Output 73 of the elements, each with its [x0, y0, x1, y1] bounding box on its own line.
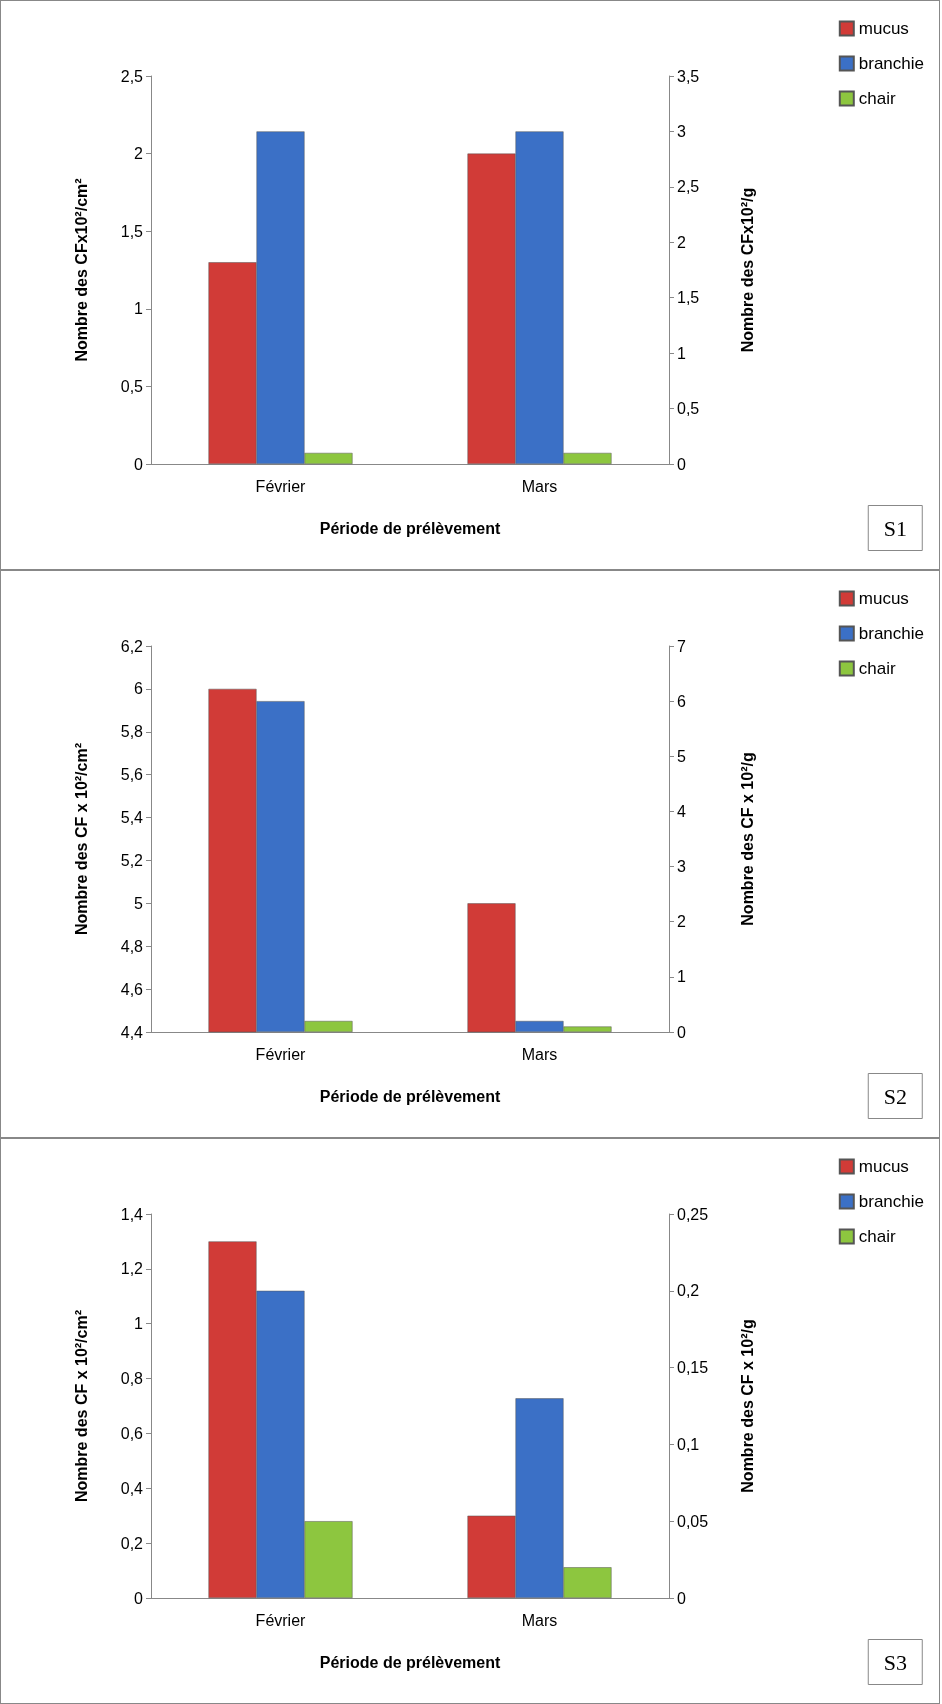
y2-tick-label: 1,5	[677, 289, 700, 307]
y2-tick-label: 0,1	[677, 1435, 700, 1453]
legend-label: branchie	[858, 624, 925, 643]
y2-tick-label: 2	[677, 233, 686, 251]
y2-tick-label: 7	[677, 637, 686, 655]
y2-tick-label: 0,5	[677, 400, 700, 418]
text: S3	[883, 1649, 908, 1675]
legend-label: chair	[858, 89, 896, 108]
y-tick-label: 2	[134, 145, 144, 163]
y-tick-label: 5,8	[120, 723, 144, 741]
y-tick-label: 5	[134, 894, 144, 912]
x-axis-title: Période de prélèvement	[319, 519, 501, 537]
y2-tick-label: 0,05	[677, 1512, 709, 1530]
y-tick-label: 5,2	[120, 851, 144, 869]
y-tick-label: 2,5	[120, 67, 144, 85]
y-tick-label: 6	[134, 680, 144, 698]
y2-tick-label: 0	[677, 1023, 686, 1041]
y-tick-label: 4,4	[120, 1023, 144, 1041]
y-tick-label: 0	[134, 1589, 144, 1607]
y2-tick-label: 3,5	[677, 67, 700, 85]
y-tick-label: 0,8	[120, 1370, 144, 1388]
y2-tick-label: 1	[677, 968, 686, 986]
x-axis-title: Période de prélèvement	[319, 1653, 501, 1671]
y-axis-title: Nombre des CF x 10²/cm²	[72, 742, 90, 936]
y2-tick-label: 6	[677, 692, 686, 710]
y-tick-label: 0,4	[120, 1479, 144, 1497]
legend-label: mucus	[858, 589, 909, 608]
y-tick-label: 1	[134, 300, 144, 318]
y-tick-label: 1,4	[120, 1205, 144, 1223]
y2-tick-label: 0,25	[677, 1205, 709, 1223]
y-axis-title: Nombre des CFx10²/cm²	[72, 178, 90, 362]
text: S1	[883, 515, 908, 541]
y2-tick-label: 1	[677, 344, 686, 362]
legend-label: branchie	[858, 54, 925, 73]
y-tick-label: 5,4	[120, 809, 144, 827]
y-tick-label: 0	[134, 455, 144, 473]
y-tick-label: 4,8	[120, 937, 144, 955]
y-tick-label: 0,6	[120, 1424, 144, 1442]
text: S2	[883, 1083, 908, 1109]
x-tick-label: Mars	[521, 1611, 558, 1629]
y2-tick-label: 2,5	[677, 178, 700, 196]
y2-tick-label: 5	[677, 747, 686, 765]
y-tick-label: 1,2	[120, 1260, 144, 1278]
y2-axis-title: Nombre des CF x 10²/g	[738, 1319, 756, 1493]
y-tick-label: 1	[134, 1315, 144, 1333]
legend-label: chair	[858, 659, 896, 678]
y2-tick-label: 0,2	[677, 1282, 700, 1300]
y2-tick-label: 3	[677, 122, 686, 140]
y2-tick-label: 2	[677, 913, 686, 931]
x-tick-label: Février	[255, 477, 307, 495]
legend-label: chair	[858, 1227, 896, 1246]
legend-label: mucus	[858, 1157, 909, 1176]
y-tick-label: 6,2	[120, 637, 144, 655]
y-tick-label: 5,6	[120, 766, 144, 784]
y2-axis-title: Nombre des CF x 10²/g	[738, 752, 756, 926]
x-tick-label: Mars	[521, 1045, 558, 1063]
legend-label: branchie	[858, 1192, 925, 1211]
y2-tick-label: 3	[677, 858, 686, 876]
y2-tick-label: 0	[677, 1589, 686, 1607]
x-tick-label: Février	[255, 1611, 307, 1629]
y2-tick-label: 4	[677, 802, 686, 820]
y-tick-label: 1,5	[120, 222, 144, 240]
x-axis-title: Période de prélèvement	[319, 1087, 501, 1105]
y2-axis-title: Nombre des CFx10²/g	[738, 187, 756, 353]
y-axis-title: Nombre des CF x 10²/cm²	[72, 1309, 90, 1503]
y-tick-label: 4,6	[120, 980, 144, 998]
x-tick-label: Mars	[521, 477, 558, 495]
legend-label: mucus	[858, 19, 909, 38]
y-tick-label: 0,5	[120, 377, 144, 395]
x-tick-label: Février	[255, 1045, 307, 1063]
y-tick-label: 0,2	[120, 1534, 144, 1552]
y2-tick-label: 0	[677, 455, 686, 473]
y2-tick-label: 0,15	[677, 1359, 709, 1377]
